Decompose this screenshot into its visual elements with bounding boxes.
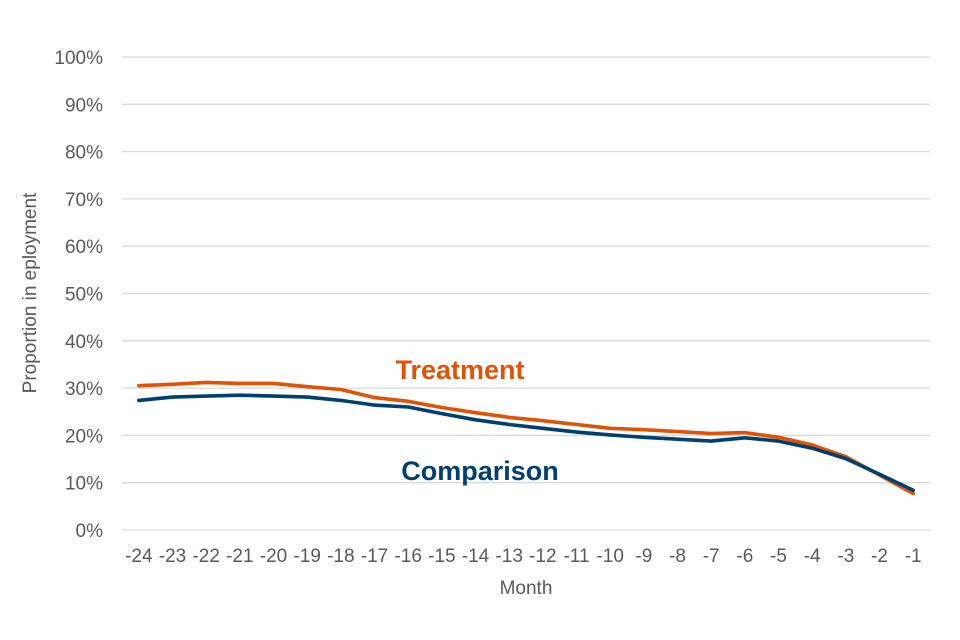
x-tick-label: -15 (428, 546, 455, 567)
x-tick-label: -4 (804, 546, 821, 567)
x-tick-label: -17 (361, 546, 388, 567)
y-tick-label: 90% (65, 95, 103, 116)
y-tick-label: 50% (65, 285, 103, 306)
series-label-comparison: Comparison (401, 456, 559, 486)
y-axis-title: Proportion in eployment (20, 192, 41, 393)
x-tick-label: -2 (871, 546, 888, 567)
x-tick-label: -20 (260, 546, 287, 567)
x-tick-label: -23 (159, 546, 186, 567)
x-tick-label: -18 (327, 546, 354, 567)
y-tick-label: 40% (65, 332, 103, 353)
x-tick-label: -22 (192, 546, 219, 567)
x-tick-label: -9 (635, 546, 652, 567)
x-tick-label: -19 (293, 546, 320, 567)
x-tick-label: -24 (125, 546, 153, 567)
series-label-treatment: Treatment (395, 355, 524, 385)
series-line-comparison (137, 393, 916, 493)
x-tick-label: -7 (703, 546, 720, 567)
series-lines (137, 380, 916, 496)
x-tick-label: -16 (394, 546, 421, 567)
y-axis-ticks: 0% 10% 20% 30% 40% 50% 60% 70% 80% 90% 100% (54, 48, 103, 542)
x-tick-label: -10 (596, 546, 623, 567)
x-tick-label: -8 (669, 546, 686, 567)
x-tick-label: -13 (495, 546, 522, 567)
y-tick-label: 20% (65, 426, 103, 447)
x-tick-label: -1 (905, 546, 922, 567)
y-tick-label: 10% (65, 474, 103, 495)
x-tick-label: -12 (529, 546, 556, 567)
x-axis-title: Month (500, 578, 553, 599)
x-tick-label: -14 (462, 546, 490, 567)
y-tick-label: 80% (65, 143, 103, 164)
y-tick-label: 0% (76, 521, 104, 542)
y-tick-label: 60% (65, 237, 103, 258)
y-tick-label: 100% (54, 48, 103, 69)
x-tick-label: -21 (226, 546, 253, 567)
x-tick-label: -11 (563, 546, 589, 567)
y-tick-label: 70% (65, 190, 103, 211)
y-tick-label: 30% (65, 379, 103, 400)
x-tick-label: -5 (770, 546, 787, 567)
series-line-treatment (137, 380, 916, 496)
x-tick-label: -6 (736, 546, 753, 567)
gridlines (122, 56, 930, 531)
x-tick-label: -3 (837, 546, 854, 567)
x-axis-ticks: -24 -23 -22 -21 -20 -19 -18 -17 -16 -15 -14 -13 -12-… (125, 546, 922, 567)
